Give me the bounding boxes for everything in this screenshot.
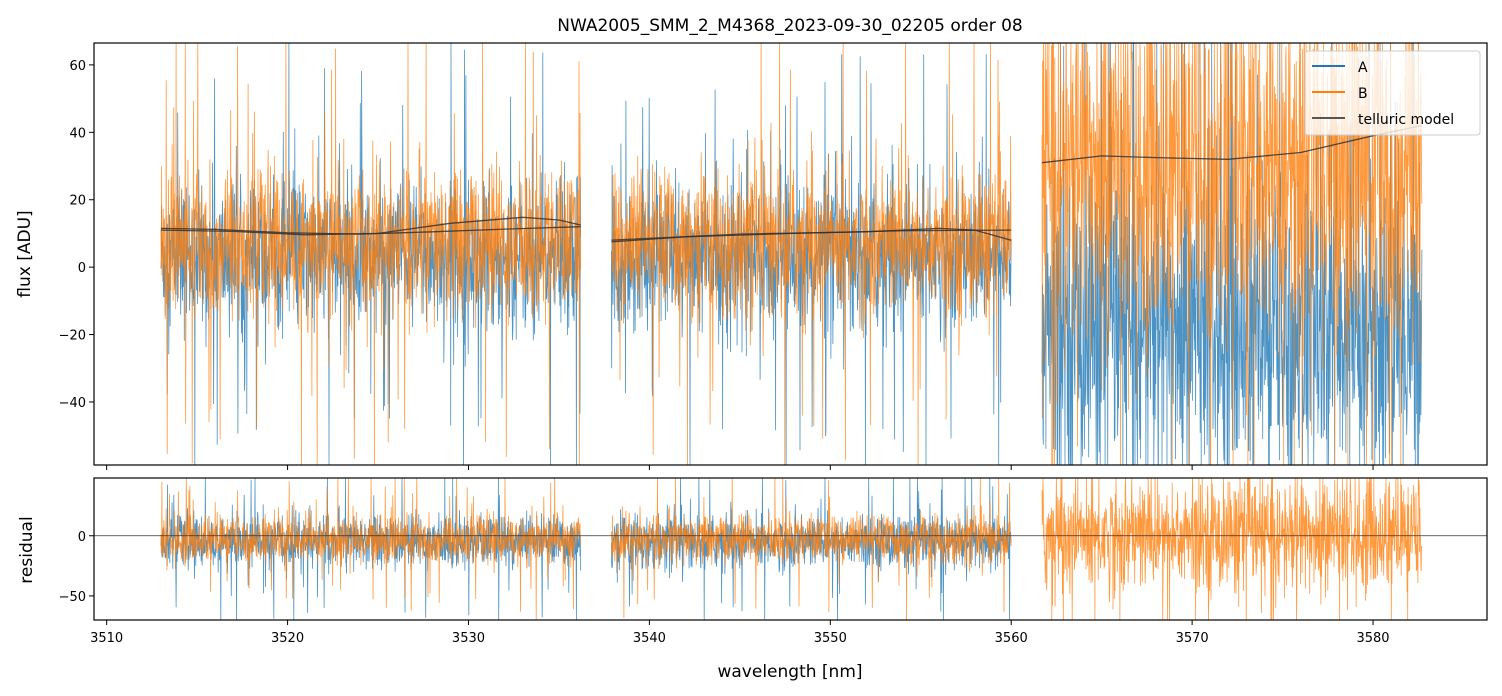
flux-y-tick-label: −40 (59, 396, 86, 411)
residual-series-b-segment-3 (1041, 478, 1423, 620)
flux-y-tick-label: 20 (69, 194, 86, 209)
flux-series-b-segment-3 (1041, 43, 1423, 465)
x-tick-label: 3540 (633, 631, 666, 646)
residual-y-tick-label: 0 (78, 530, 86, 545)
flux-y-axis-label: flux [ADU] (15, 210, 35, 297)
residual-series-b-segment-1 (160, 478, 581, 620)
flux-plot-area (160, 43, 1423, 465)
legend-label-a: A (1358, 60, 1368, 76)
residual-series-b-segment-2 (611, 478, 1012, 620)
residual-y-tick-label: −50 (59, 590, 86, 605)
telluric-model-line-2 (160, 216, 581, 236)
x-tick-label: 3520 (271, 631, 304, 646)
x-tick-label: 3530 (452, 631, 485, 646)
residual-plot-area (94, 478, 1487, 620)
x-tick-label: 3510 (90, 631, 123, 646)
flux-y-tick-label: 40 (69, 126, 86, 141)
telluric-model-line-4 (611, 227, 1012, 241)
flux-series-b-segment-2 (611, 43, 1012, 465)
flux-series-b-segment-1 (160, 43, 581, 465)
flux-y-tick-label: 0 (78, 261, 86, 276)
x-tick-label: 3570 (1176, 631, 1209, 646)
legend: A B telluric model (1304, 50, 1481, 136)
legend-label-b: B (1358, 86, 1368, 102)
x-axis-label: wavelength [nm] (717, 662, 862, 682)
flux-y-tick-label: 60 (69, 59, 86, 74)
chart-title: NWA2005_SMM_2_M4368_2023-09-30_02205 ord… (557, 16, 1023, 36)
legend-label-telluric: telluric model (1358, 112, 1454, 128)
telluric-model-line-5 (1041, 124, 1423, 164)
residual-axes-frame (93, 477, 1488, 621)
axes-ticks: 3510 3520 3530 3540 3550 3560 3570 3580 −40 −20 0 2… (59, 59, 1390, 646)
flux-axes-frame (93, 42, 1488, 466)
x-tick-label: 3580 (1356, 631, 1389, 646)
legend-box (1304, 50, 1481, 136)
x-tick-label: 3560 (995, 631, 1028, 646)
flux-y-tick-label: −20 (59, 329, 86, 344)
residual-y-axis-label: residual (17, 516, 37, 583)
x-tick-label: 3550 (814, 631, 847, 646)
